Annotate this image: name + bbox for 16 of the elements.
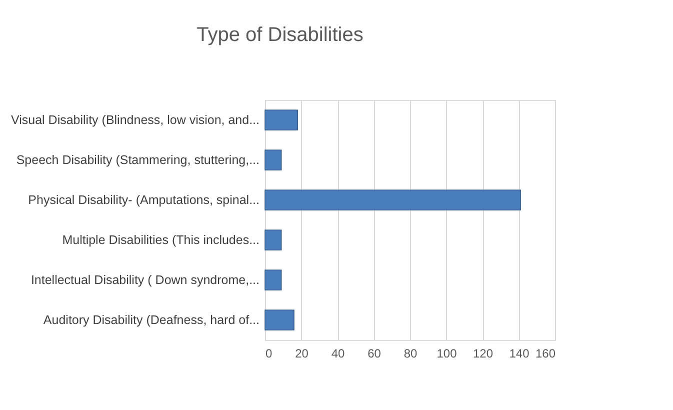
x-tick-label: 140 (509, 346, 530, 360)
x-tick-label: 120 (472, 346, 494, 360)
y-tick-label: Multiple Disabilities (This includes... (62, 233, 260, 247)
y-tick-label: Speech Disability (Stammering, stuttering,... (16, 153, 260, 167)
x-tick-label: 20 (295, 346, 309, 360)
x-tick-label: 160 (535, 346, 556, 360)
y-tick-label: Physical Disability- (Amputations, spinal... (28, 193, 260, 207)
y-tick-label: Visual Disability (Blindness, low vision, and... (11, 113, 260, 127)
x-tick-label: 80 (404, 346, 418, 360)
y-tick-label: Intellectual Disability ( Down syndrome,... (30, 273, 260, 287)
y-tick-label: Auditory Disability (Deafness, hard of... (43, 313, 260, 327)
chart-title: Type of Disabilities (196, 24, 364, 46)
x-tick-label: 100 (436, 346, 458, 360)
x-tick-label: 40 (331, 346, 345, 360)
x-tick-label: 60 (368, 346, 382, 360)
x-tick-label: 0 (266, 346, 272, 360)
